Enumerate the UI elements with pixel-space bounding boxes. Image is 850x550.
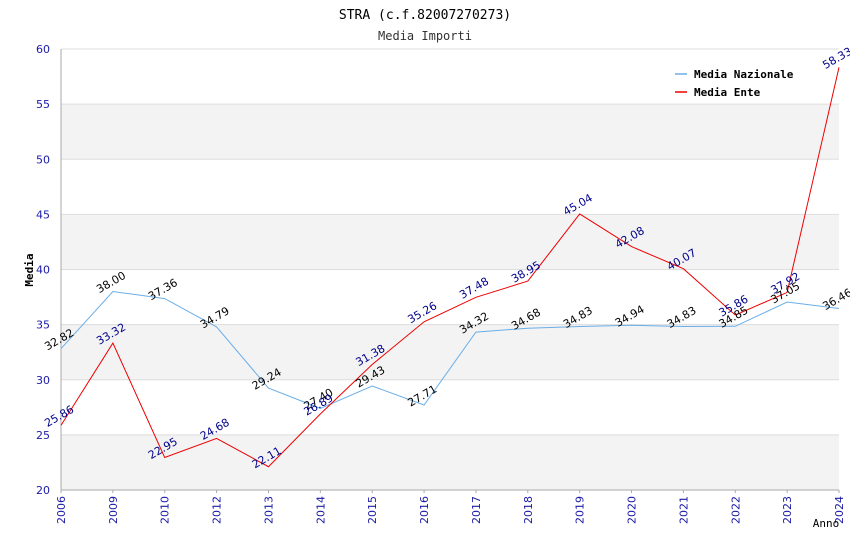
x-tick-label: 2023 <box>781 496 794 524</box>
x-tick-labels: 2006 2009 2010 2012 2013 2014 2015 2016 2017 2018… <box>55 496 846 524</box>
y-tick-label: 35 <box>36 319 50 332</box>
y-tick-label: 20 <box>36 484 50 497</box>
series-line-media-nazionale <box>60 290 840 409</box>
x-tick-label: 2017 <box>470 496 483 524</box>
y-tick-label: 50 <box>36 153 50 166</box>
x-tick-label: 2016 <box>418 496 431 524</box>
x-tick-label: 2014 <box>314 496 327 524</box>
grid-band <box>61 104 839 160</box>
x-tick-label: 2013 <box>262 496 275 524</box>
x-tick-label: 2020 <box>626 496 639 524</box>
x-tick-label: 2019 <box>574 496 587 524</box>
x-tick-label: 2021 <box>677 496 690 524</box>
x-tick-label: 2024 <box>833 496 846 524</box>
y-tick-label: 45 <box>36 208 50 221</box>
y-tick-label: 55 <box>36 98 50 111</box>
y-tick-labels: 20 25 30 35 40 45 50 55 60 <box>36 43 50 497</box>
y-axis-label: Media <box>23 253 36 286</box>
legend-label-media-ente: Media Ente <box>694 86 761 99</box>
x-tick-label: 2022 <box>729 496 742 524</box>
grid-band <box>61 324 839 380</box>
series-lines <box>60 67 840 468</box>
grid-lines <box>61 48 839 491</box>
legend-box <box>669 60 809 102</box>
legend: Media Nazionale Media Ente <box>669 60 809 102</box>
chart-subtitle: Media Importi <box>378 29 472 43</box>
x-tick-label: 2006 <box>55 496 68 524</box>
grid-band <box>61 214 839 270</box>
series-line-media-ente <box>60 67 840 468</box>
x-tick-label: 2018 <box>522 496 535 524</box>
y-tick-label: 40 <box>36 264 50 277</box>
grid-band <box>61 434 839 490</box>
y-tick-label: 25 <box>36 429 50 442</box>
legend-label-media-nazionale: Media Nazionale <box>694 68 794 81</box>
y-tick-label: 60 <box>36 43 50 56</box>
x-tick-label: 2010 <box>159 496 172 524</box>
x-tick-label: 2015 <box>366 496 379 524</box>
grid-bands <box>61 104 839 490</box>
x-axis-label: Anno <box>813 517 840 530</box>
y-tick-label: 30 <box>36 374 50 387</box>
chart-title: STRA (c.f.82007270273) <box>339 8 511 23</box>
x-tick-label: 2009 <box>107 496 120 524</box>
x-tick-label: 2012 <box>211 496 224 524</box>
axes <box>60 49 840 493</box>
